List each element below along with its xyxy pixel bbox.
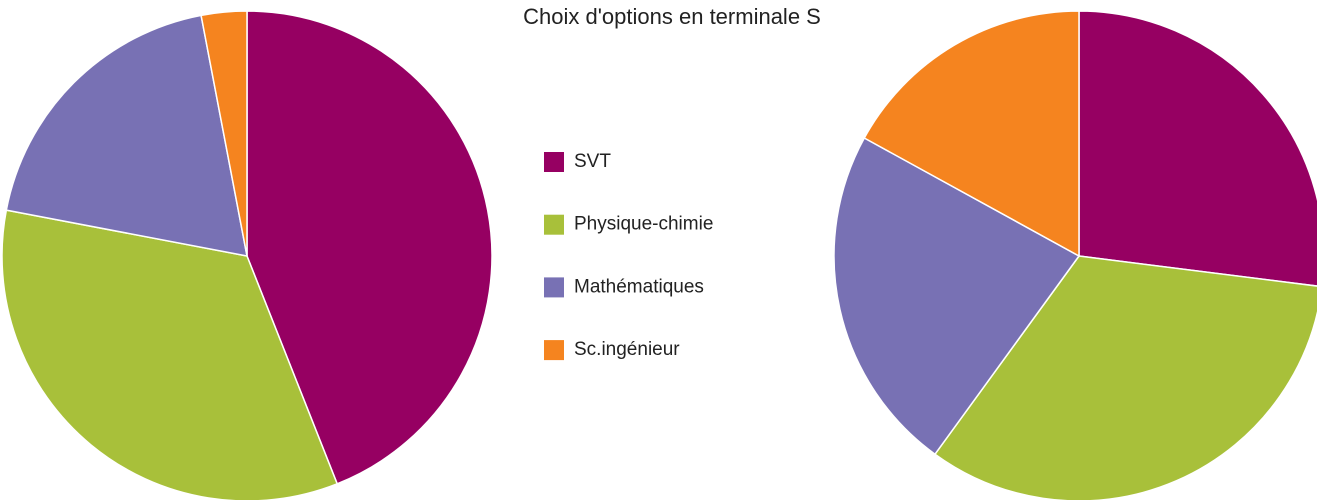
chart-title: Choix d'options en terminale S <box>523 4 821 29</box>
pie-slice <box>833 136 1081 456</box>
pie-slice <box>246 10 493 485</box>
pie-slice <box>5 14 248 257</box>
pie-slice <box>1078 10 1317 287</box>
legend-label: Physique-chimie <box>574 214 713 235</box>
pie-slice <box>200 10 248 257</box>
legend-label: Sc.ingénieur <box>574 339 680 360</box>
legend-swatch <box>544 277 564 298</box>
legend-swatch <box>544 214 564 235</box>
pie-slice <box>863 10 1080 258</box>
pie-slice <box>933 255 1317 500</box>
legend-swatch <box>544 152 564 172</box>
legend-label: SVT <box>574 151 611 172</box>
legend-label: Mathématiques <box>574 276 704 297</box>
legend-swatch <box>544 340 564 361</box>
